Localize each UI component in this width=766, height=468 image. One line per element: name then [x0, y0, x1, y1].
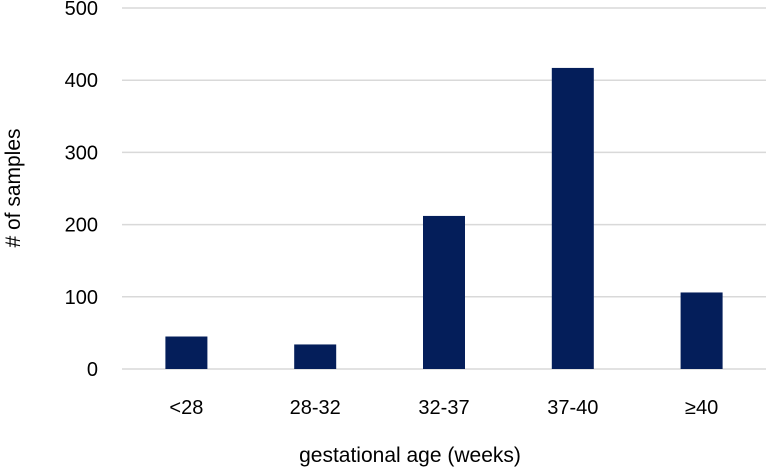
y-tick-label: 0: [87, 359, 98, 381]
bar: [551, 67, 594, 370]
x-tick-label: 37-40: [547, 397, 598, 419]
y-tick-label: 100: [65, 287, 98, 309]
y-tick-labels: 0 100 200 300 400 500: [65, 0, 98, 381]
y-tick-label: 300: [65, 142, 98, 164]
bar: [294, 344, 337, 369]
y-tick-label: 400: [65, 70, 98, 92]
x-tick-label: 32-37: [418, 397, 469, 419]
x-axis-label: gestational age (weeks): [299, 444, 521, 467]
x-tick-label: ≥40: [685, 397, 718, 419]
y-tick-label: 200: [65, 215, 98, 237]
bar: [423, 215, 465, 369]
bar: [165, 336, 208, 369]
x-tick-labels: <28 28-32 32-37 37-40 ≥40: [169, 397, 718, 419]
y-tick-label: 500: [65, 0, 98, 20]
bar: [680, 292, 723, 369]
y-axis-label: # of samples: [2, 128, 25, 247]
x-tick-label: 28-32: [290, 397, 341, 419]
x-tick-label: <28: [169, 397, 203, 419]
bars: [165, 67, 723, 370]
